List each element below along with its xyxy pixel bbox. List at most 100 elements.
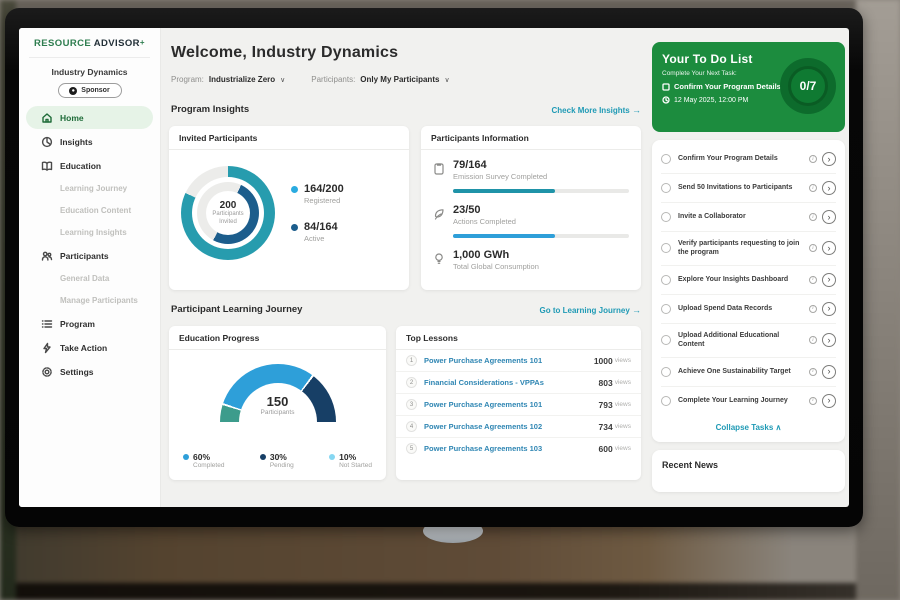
chevron-right-button[interactable]: › xyxy=(822,181,836,195)
clipboard-icon xyxy=(662,83,670,91)
chevron-right-button[interactable]: › xyxy=(822,241,836,255)
go-to-learning-journey-link[interactable]: Go to Learning Journey → xyxy=(540,305,641,315)
info-icon[interactable]: i xyxy=(809,184,817,192)
task-checkbox[interactable] xyxy=(661,335,671,345)
lesson-row: 4 Power Purchase Agreements 102 734views xyxy=(396,416,641,438)
survey-icon xyxy=(433,162,445,176)
arrow-right-icon: → xyxy=(632,305,641,315)
info-icon[interactable]: i xyxy=(809,213,817,221)
sidebar-item-take-action[interactable]: Take Action xyxy=(26,336,153,359)
chevron-right-button[interactable]: › xyxy=(822,273,836,287)
take-action-icon xyxy=(41,342,53,354)
task-checkbox[interactable] xyxy=(661,367,671,377)
chevron-right-button[interactable]: › xyxy=(822,152,836,166)
sidebar-item-learning-journey[interactable]: Learning Journey xyxy=(26,178,153,199)
collapse-tasks-link[interactable]: Collapse Tasks ∧ xyxy=(661,415,836,437)
program-filter[interactable]: Program: Industrialize Zero ∨ xyxy=(171,75,285,84)
org-name: Industry Dynamics xyxy=(19,67,160,77)
task-row: Upload Spend Data Records i › xyxy=(661,295,836,324)
page-title: Welcome, Industry Dynamics xyxy=(171,44,398,62)
sponsor-label: Sponsor xyxy=(81,87,109,94)
recent-news-card: Recent News xyxy=(652,450,845,492)
program-icon xyxy=(41,318,53,330)
lesson-rank: 4 xyxy=(406,421,417,432)
lesson-rank: 5 xyxy=(406,443,417,454)
legend-not-started: 10% Not Started xyxy=(329,452,372,469)
legend-pending: 30% Pending xyxy=(260,452,294,469)
lesson-rank: 2 xyxy=(406,377,417,388)
todo-panel: Your To Do List Complete Your Next Task:… xyxy=(652,42,845,492)
lesson-link[interactable]: Power Purchase Agreements 102 xyxy=(424,422,599,431)
lesson-row: 1 Power Purchase Agreements 101 1000view… xyxy=(396,350,641,372)
arrow-right-icon: → xyxy=(632,105,641,115)
invited-legend: 164/200Registered 84/164Active xyxy=(291,183,344,243)
chevron-right-button[interactable]: › xyxy=(822,333,836,347)
education-gauge-center: 150 Participants xyxy=(261,394,295,416)
recent-news-title: Recent News xyxy=(662,460,835,470)
filter-bar: Program: Industrialize Zero ∨ Participan… xyxy=(171,75,450,84)
sidebar-item-education-content[interactable]: Education Content xyxy=(26,200,153,221)
task-checkbox[interactable] xyxy=(661,212,671,222)
info-icon[interactable]: i xyxy=(809,397,817,405)
task-checkbox[interactable] xyxy=(661,304,671,314)
task-row: Complete Your Learning Journey i › xyxy=(661,387,836,415)
task-checkbox[interactable] xyxy=(661,275,671,285)
education-icon xyxy=(41,160,53,172)
task-row: Achieve One Sustainability Target i › xyxy=(661,358,836,387)
learning-journey-header: Participant Learning Journey Go to Learn… xyxy=(171,304,641,315)
stat-actions-completed: 23/50Actions Completed xyxy=(421,195,641,228)
stat-emission-survey: 79/164Emission Survey Completed xyxy=(421,150,641,183)
todo-progress-count: 0/7 xyxy=(800,79,817,93)
sidebar-item-manage-participants[interactable]: Manage Participants xyxy=(26,290,153,311)
legend-dot-pending xyxy=(260,454,266,460)
invited-donut: 200 Participants Invited xyxy=(181,166,275,260)
info-icon[interactable]: i xyxy=(809,155,817,163)
learning-journey-title: Participant Learning Journey xyxy=(171,304,302,315)
emission-survey-progressbar xyxy=(453,189,629,193)
chevron-right-button[interactable]: › xyxy=(822,210,836,224)
info-icon[interactable]: i xyxy=(809,244,817,252)
sidebar-item-learning-insights[interactable]: Learning Insights xyxy=(26,222,153,243)
chevron-right-button[interactable]: › xyxy=(822,365,836,379)
top-lessons-card-title: Top Lessons xyxy=(396,326,641,350)
task-checkbox[interactable] xyxy=(661,154,671,164)
sidebar-item-home[interactable]: Home xyxy=(26,106,153,129)
sidebar-item-program[interactable]: Program xyxy=(26,312,153,335)
participants-filter[interactable]: Participants: Only My Participants ∨ xyxy=(311,75,449,84)
lesson-link[interactable]: Power Purchase Agreements 101 xyxy=(424,400,599,409)
sidebar-item-general-data[interactable]: General Data xyxy=(26,268,153,289)
logo-resource: RESOURCE xyxy=(34,38,91,49)
info-icon[interactable]: i xyxy=(809,336,817,344)
sidebar-item-participants[interactable]: Participants xyxy=(26,244,153,267)
check-more-insights-link[interactable]: Check More Insights → xyxy=(552,105,641,115)
education-gauge-chart: 150 Participants xyxy=(169,360,386,446)
legend-dot-not-started xyxy=(329,454,335,460)
sponsor-badge[interactable]: ● Sponsor xyxy=(58,83,122,98)
stat-total-consumption: 1,000 GWhTotal Global Consumption xyxy=(421,240,641,273)
chevron-down-icon: ∨ xyxy=(280,76,285,84)
info-icon[interactable]: i xyxy=(809,368,817,376)
task-checkbox[interactable] xyxy=(661,243,671,253)
invited-participants-card-title: Invited Participants xyxy=(169,126,409,150)
chevron-right-button[interactable]: › xyxy=(822,302,836,316)
background-desk-edge xyxy=(0,583,900,600)
lesson-link[interactable]: Power Purchase Agreements 101 xyxy=(424,356,594,365)
legend-active: 84/164Active xyxy=(291,221,344,243)
lesson-row: 2 Financial Considerations - VPPAs 803vi… xyxy=(396,372,641,394)
participants-information-card: Participants Information 79/164Emission … xyxy=(421,126,641,290)
sidebar-item-settings[interactable]: Settings xyxy=(26,360,153,383)
education-progress-card-title: Education Progress xyxy=(169,326,386,350)
monitor-bezel: RESOURCE ADVISOR+ Industry Dynamics ● Sp… xyxy=(5,8,863,527)
info-icon[interactable]: i xyxy=(809,305,817,313)
task-checkbox[interactable] xyxy=(661,396,671,406)
chevron-right-button[interactable]: › xyxy=(822,394,836,408)
lesson-link[interactable]: Power Purchase Agreements 103 xyxy=(424,444,599,453)
program-insights-header: Program Insights Check More Insights → xyxy=(171,104,641,115)
sidebar-item-education[interactable]: Education xyxy=(26,154,153,177)
sidebar-item-insights[interactable]: Insights xyxy=(26,130,153,153)
lesson-link[interactable]: Financial Considerations - VPPAs xyxy=(424,378,599,387)
chevron-up-icon: ∧ xyxy=(776,423,782,432)
lesson-rank: 1 xyxy=(406,355,417,366)
info-icon[interactable]: i xyxy=(809,276,817,284)
task-checkbox[interactable] xyxy=(661,183,671,193)
